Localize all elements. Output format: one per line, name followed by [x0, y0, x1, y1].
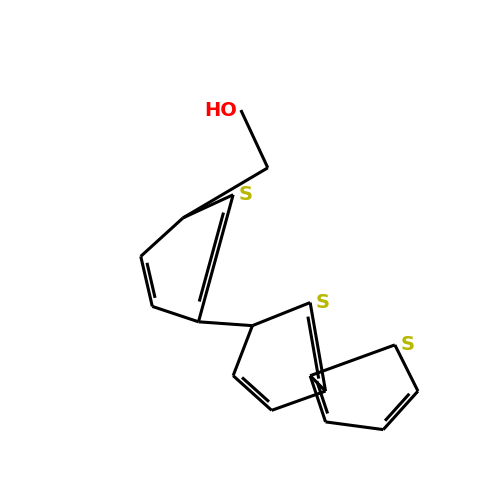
Text: S: S [238, 185, 252, 204]
Text: HO: HO [204, 100, 237, 119]
Text: S: S [400, 336, 414, 354]
Text: S: S [316, 293, 330, 312]
